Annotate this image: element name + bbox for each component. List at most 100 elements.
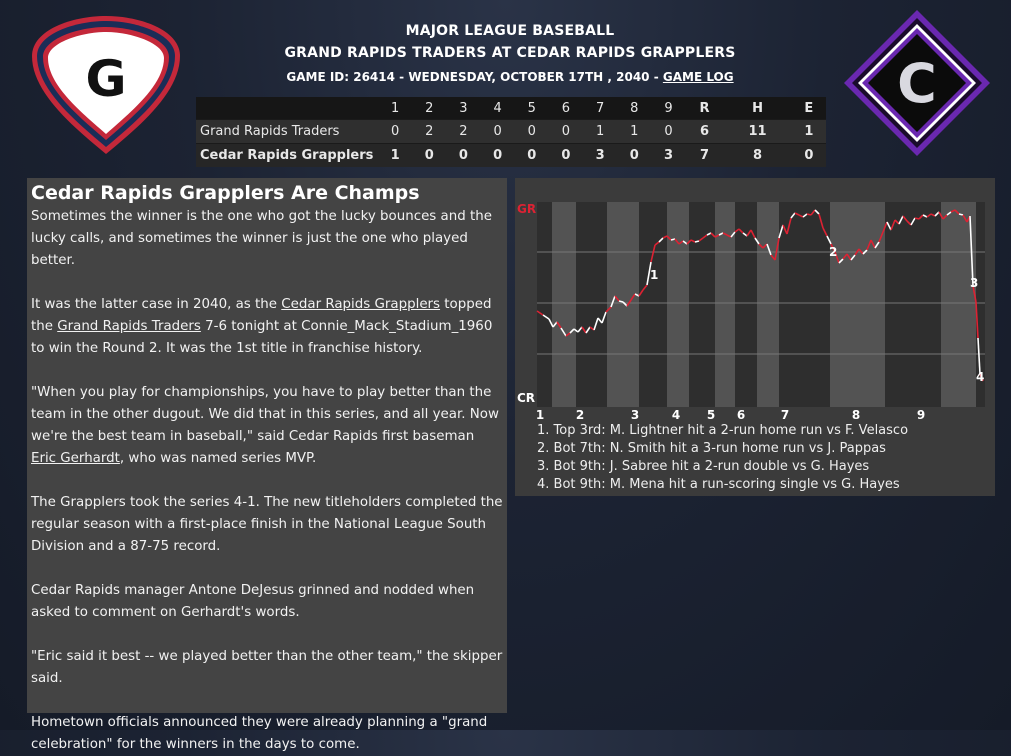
win-probability-segment	[874, 241, 880, 249]
win-probability-segment	[738, 228, 744, 234]
inning-label: 7	[781, 408, 789, 422]
inning-header: 2	[412, 97, 447, 120]
chart-label-cr: CR	[517, 391, 535, 405]
win-probability-segment	[678, 240, 684, 245]
win-probability-segment	[802, 213, 808, 218]
inning-header: 6	[548, 97, 584, 120]
win-probability-segment	[758, 243, 764, 249]
win-probability-segment	[560, 327, 567, 337]
win-probability-segment	[577, 326, 583, 333]
win-probability-segment	[778, 224, 784, 239]
event-marker-4: 4	[976, 370, 984, 384]
inning-score: 0	[446, 143, 481, 167]
win-probability-segment	[754, 237, 760, 245]
game-log-link[interactable]: GAME LOG	[662, 70, 734, 84]
win-probability-segment	[670, 238, 676, 241]
win-probability-segment	[975, 301, 979, 339]
key-event: 2. Bot 7th: N. Smith hit a 3-run home ru…	[537, 441, 886, 456]
inning-score: 0	[651, 119, 686, 144]
win-probability-segment	[934, 211, 940, 217]
win-probability-segment	[766, 243, 772, 256]
win-probability-segment	[786, 217, 792, 235]
league-title: MAJOR LEAGUE BASEBALL	[405, 23, 615, 39]
game-header: MAJOR LEAGUE BASEBALL GRAND RAPIDS TRADE…	[200, 20, 820, 88]
win-probability-segment	[610, 295, 616, 308]
article-text: topped the	[31, 297, 492, 334]
inning-score: 0	[514, 119, 549, 144]
win-probability-segment	[662, 235, 668, 239]
win-probability-segment	[878, 231, 884, 243]
win-probability-segment	[977, 337, 981, 375]
win-probability-segment	[614, 295, 620, 302]
win-probability-segment	[902, 215, 908, 222]
home-errors: 0	[791, 143, 826, 167]
win-probability-segment	[722, 232, 728, 236]
win-probability-segment	[870, 239, 876, 249]
win-probability-segment	[581, 326, 587, 334]
inning-score: 0	[548, 143, 584, 167]
win-probability-segment	[842, 253, 848, 260]
win-probability-segment	[838, 258, 844, 264]
win-probability-line	[536, 209, 984, 382]
inning-header: 9	[651, 97, 686, 120]
inning-score: 2	[446, 119, 481, 144]
article-headline: Cedar Rapids Grapplers Are Champs	[31, 182, 420, 204]
home-runs: 7	[685, 143, 724, 167]
win-probability-segment	[658, 237, 664, 243]
win-probability-segment	[702, 234, 708, 239]
win-probability-segment	[714, 234, 720, 238]
inning-score: 1	[378, 143, 413, 167]
team-link-grand-rapids[interactable]: Grand Rapids Traders	[57, 319, 201, 334]
away-logo-letter: G	[85, 50, 126, 108]
inning-label: 9	[917, 408, 925, 422]
inning-score: 0	[480, 119, 515, 144]
team-link-cedar-rapids[interactable]: Cedar Rapids Grapplers	[281, 297, 441, 312]
win-probability-segment	[898, 215, 904, 225]
win-probability-segment	[569, 328, 575, 334]
article-text: "When you play for championships, you ha…	[31, 385, 499, 444]
article-paragraph: Hometown officials announced they were a…	[31, 715, 488, 752]
inning-header: 4	[480, 97, 515, 120]
win-probability-segment	[718, 232, 724, 236]
inning-score: 1	[617, 119, 652, 144]
win-probability-segment	[638, 289, 644, 297]
win-probability-segment	[846, 253, 852, 261]
win-probability-segment	[830, 243, 836, 253]
win-probability-segment	[618, 300, 624, 303]
article-text: , who was named series MVP.	[119, 451, 317, 466]
away-team-logo: G	[28, 10, 184, 158]
win-probability-segment	[593, 317, 599, 331]
win-probability-segment	[946, 211, 952, 216]
win-probability-segment	[646, 261, 652, 286]
home-logo-letter: C	[897, 52, 937, 115]
win-probability-segment	[734, 228, 740, 233]
win-probability-segment	[674, 238, 680, 245]
win-probability-segment	[634, 293, 640, 297]
win-probability-segment	[762, 243, 768, 249]
win-probability-segment	[958, 213, 964, 216]
win-probability-segment	[746, 229, 752, 237]
win-probability-segment	[969, 215, 974, 287]
key-events-list: 1. Top 3rd: M. Lightner hit a 2-run home…	[537, 422, 908, 494]
runs-header: R	[685, 97, 724, 120]
home-team-row: Cedar Rapids Grapplers 1 0 0 0 0 0 3 0 3…	[196, 143, 826, 167]
inning-label: 4	[672, 408, 680, 422]
inning-score: 0	[378, 119, 413, 144]
article-text: 7-6 tonight at Connie_Mack_Stadium_1960 …	[31, 319, 493, 356]
win-probability-segment	[742, 232, 748, 237]
win-probability-segment	[548, 318, 554, 328]
win-probability-segment	[601, 311, 607, 324]
event-markers: 1 2 3 4	[650, 245, 984, 384]
article-paragraph: Sometimes the winner is the one who got …	[31, 209, 492, 268]
win-probability-chart: GR CR 1 2 3 4 1 2 3 4 5 6 7 8 9 1. Top 3…	[515, 178, 995, 496]
key-event: 1. Top 3rd: M. Lightner hit a 2-run home…	[537, 423, 909, 438]
win-probability-segment	[774, 237, 780, 261]
win-probability-segment	[770, 254, 776, 261]
inning-label: 2	[576, 408, 584, 422]
win-probability-segment	[556, 321, 562, 329]
game-recap-article: Cedar Rapids Grapplers Are Champs Someti…	[27, 178, 507, 752]
win-probability-segment	[918, 214, 924, 220]
player-link-eric-gerhardt[interactable]: Eric Gerhardt	[31, 451, 120, 466]
away-runs: 6	[685, 119, 724, 144]
home-team-logo: C	[842, 8, 992, 158]
